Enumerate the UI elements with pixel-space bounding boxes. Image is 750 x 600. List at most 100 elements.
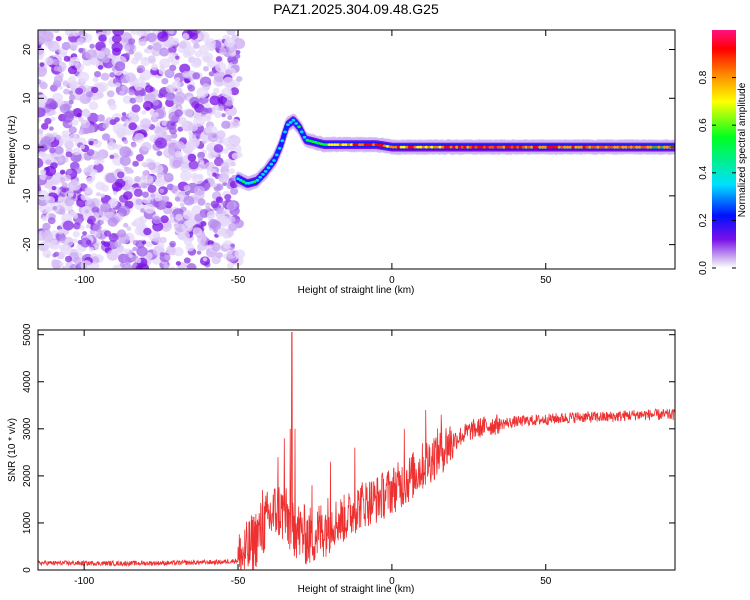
noise-blob bbox=[89, 43, 95, 49]
colorbar-tick-label: 0.0 bbox=[698, 261, 709, 275]
noise-blob bbox=[38, 128, 44, 135]
noise-blob bbox=[52, 58, 60, 66]
noise-blob bbox=[51, 259, 59, 266]
noise-blob bbox=[50, 162, 58, 170]
noise-blob bbox=[73, 256, 82, 265]
y-tick-label: 2000 bbox=[22, 464, 33, 487]
noise-blob bbox=[124, 52, 130, 58]
noise-blob bbox=[169, 158, 182, 170]
noise-blob bbox=[142, 100, 154, 111]
noise-blob bbox=[86, 149, 95, 156]
noise-blob bbox=[228, 222, 238, 232]
noise-blob bbox=[38, 48, 45, 59]
noise-blob bbox=[112, 30, 125, 37]
noise-blob bbox=[94, 151, 105, 161]
noise-blob bbox=[143, 48, 149, 53]
noise-blob bbox=[209, 95, 220, 106]
track-peak bbox=[446, 145, 451, 149]
noise-blob bbox=[109, 103, 117, 111]
track-peak bbox=[297, 125, 301, 129]
x-tick-label: -50 bbox=[231, 275, 246, 286]
track-peak bbox=[299, 130, 304, 134]
track-peak bbox=[258, 175, 263, 179]
noise-blob bbox=[126, 226, 132, 231]
noise-blob bbox=[227, 262, 234, 269]
colorbar-ticks: 0.0 0.2 0.4 0.6 0.8 bbox=[698, 70, 736, 275]
y-tick-label: 20 bbox=[22, 44, 33, 56]
noise-blob bbox=[73, 222, 81, 230]
noise-blob bbox=[147, 184, 157, 193]
noise-blob bbox=[172, 185, 179, 192]
noise-blob bbox=[41, 123, 49, 130]
noise-blob bbox=[215, 130, 226, 140]
noise-blob bbox=[194, 229, 200, 234]
noise-blob bbox=[72, 147, 81, 156]
noise-blob bbox=[123, 191, 133, 200]
noise-blob bbox=[81, 109, 91, 118]
noise-blob bbox=[179, 202, 185, 207]
noise-blob bbox=[136, 65, 146, 73]
noise-blob bbox=[208, 46, 215, 52]
noise-blob bbox=[151, 64, 159, 71]
noise-blob bbox=[136, 246, 148, 257]
y-tick-label: 1000 bbox=[22, 511, 33, 534]
noise-blob bbox=[62, 220, 74, 231]
noise-blob bbox=[179, 63, 191, 74]
noise-blob bbox=[163, 264, 170, 269]
noise-blob bbox=[44, 98, 57, 109]
noise-blob bbox=[226, 201, 237, 211]
noise-blob bbox=[205, 113, 212, 120]
noise-blob bbox=[39, 81, 48, 90]
noise-blob bbox=[101, 133, 110, 141]
noise-blob bbox=[230, 136, 241, 146]
noise-blob bbox=[234, 53, 241, 59]
track-peak bbox=[255, 178, 260, 182]
noise-blob bbox=[39, 144, 48, 152]
noise-blob bbox=[53, 30, 60, 34]
noise-blob bbox=[77, 71, 90, 83]
noise-blob bbox=[135, 198, 143, 205]
noise-blob bbox=[38, 151, 46, 158]
noise-blob bbox=[183, 257, 191, 264]
noise-blob bbox=[171, 80, 181, 89]
noise-blob bbox=[128, 253, 133, 258]
snr-series-line bbox=[38, 332, 675, 570]
y-tick-label: -20 bbox=[22, 237, 33, 252]
noise-blob bbox=[227, 115, 233, 121]
noise-blob bbox=[91, 86, 99, 94]
noise-blob bbox=[119, 262, 125, 267]
noise-blob bbox=[158, 93, 164, 99]
noise-blob bbox=[38, 157, 44, 169]
noise-blob bbox=[193, 196, 199, 201]
noise-blob bbox=[61, 187, 67, 193]
noise-blob bbox=[76, 112, 82, 118]
noise-blob bbox=[222, 240, 233, 249]
noise-blob bbox=[61, 265, 67, 269]
track-peak bbox=[335, 143, 340, 147]
y-tick-label: 5000 bbox=[22, 323, 33, 346]
noise-blob bbox=[222, 137, 233, 147]
noise-blob bbox=[236, 76, 243, 82]
colorbar-label: Normalized spectral amplitude bbox=[737, 82, 748, 217]
noise-blob bbox=[109, 72, 116, 78]
noise-blob bbox=[68, 126, 77, 134]
noise-blob bbox=[89, 229, 95, 235]
noise-blob bbox=[78, 129, 84, 134]
noise-blob bbox=[61, 41, 71, 51]
noise-blob bbox=[219, 47, 227, 56]
noise-blob bbox=[125, 167, 133, 175]
track-peak bbox=[391, 145, 395, 149]
track-peak bbox=[327, 143, 332, 147]
noise-blob bbox=[197, 173, 204, 180]
noise-blob bbox=[96, 192, 101, 197]
noise-blob bbox=[112, 47, 121, 56]
noise-blob bbox=[114, 82, 121, 88]
noise-blob bbox=[154, 236, 162, 244]
track-peak bbox=[308, 139, 312, 143]
snr-frame bbox=[37, 329, 676, 571]
x-tick-label: 0 bbox=[389, 275, 395, 286]
noise-blob bbox=[208, 244, 213, 249]
noise-blob bbox=[215, 56, 223, 62]
noise-blob bbox=[185, 140, 197, 151]
noise-blob bbox=[224, 37, 236, 48]
